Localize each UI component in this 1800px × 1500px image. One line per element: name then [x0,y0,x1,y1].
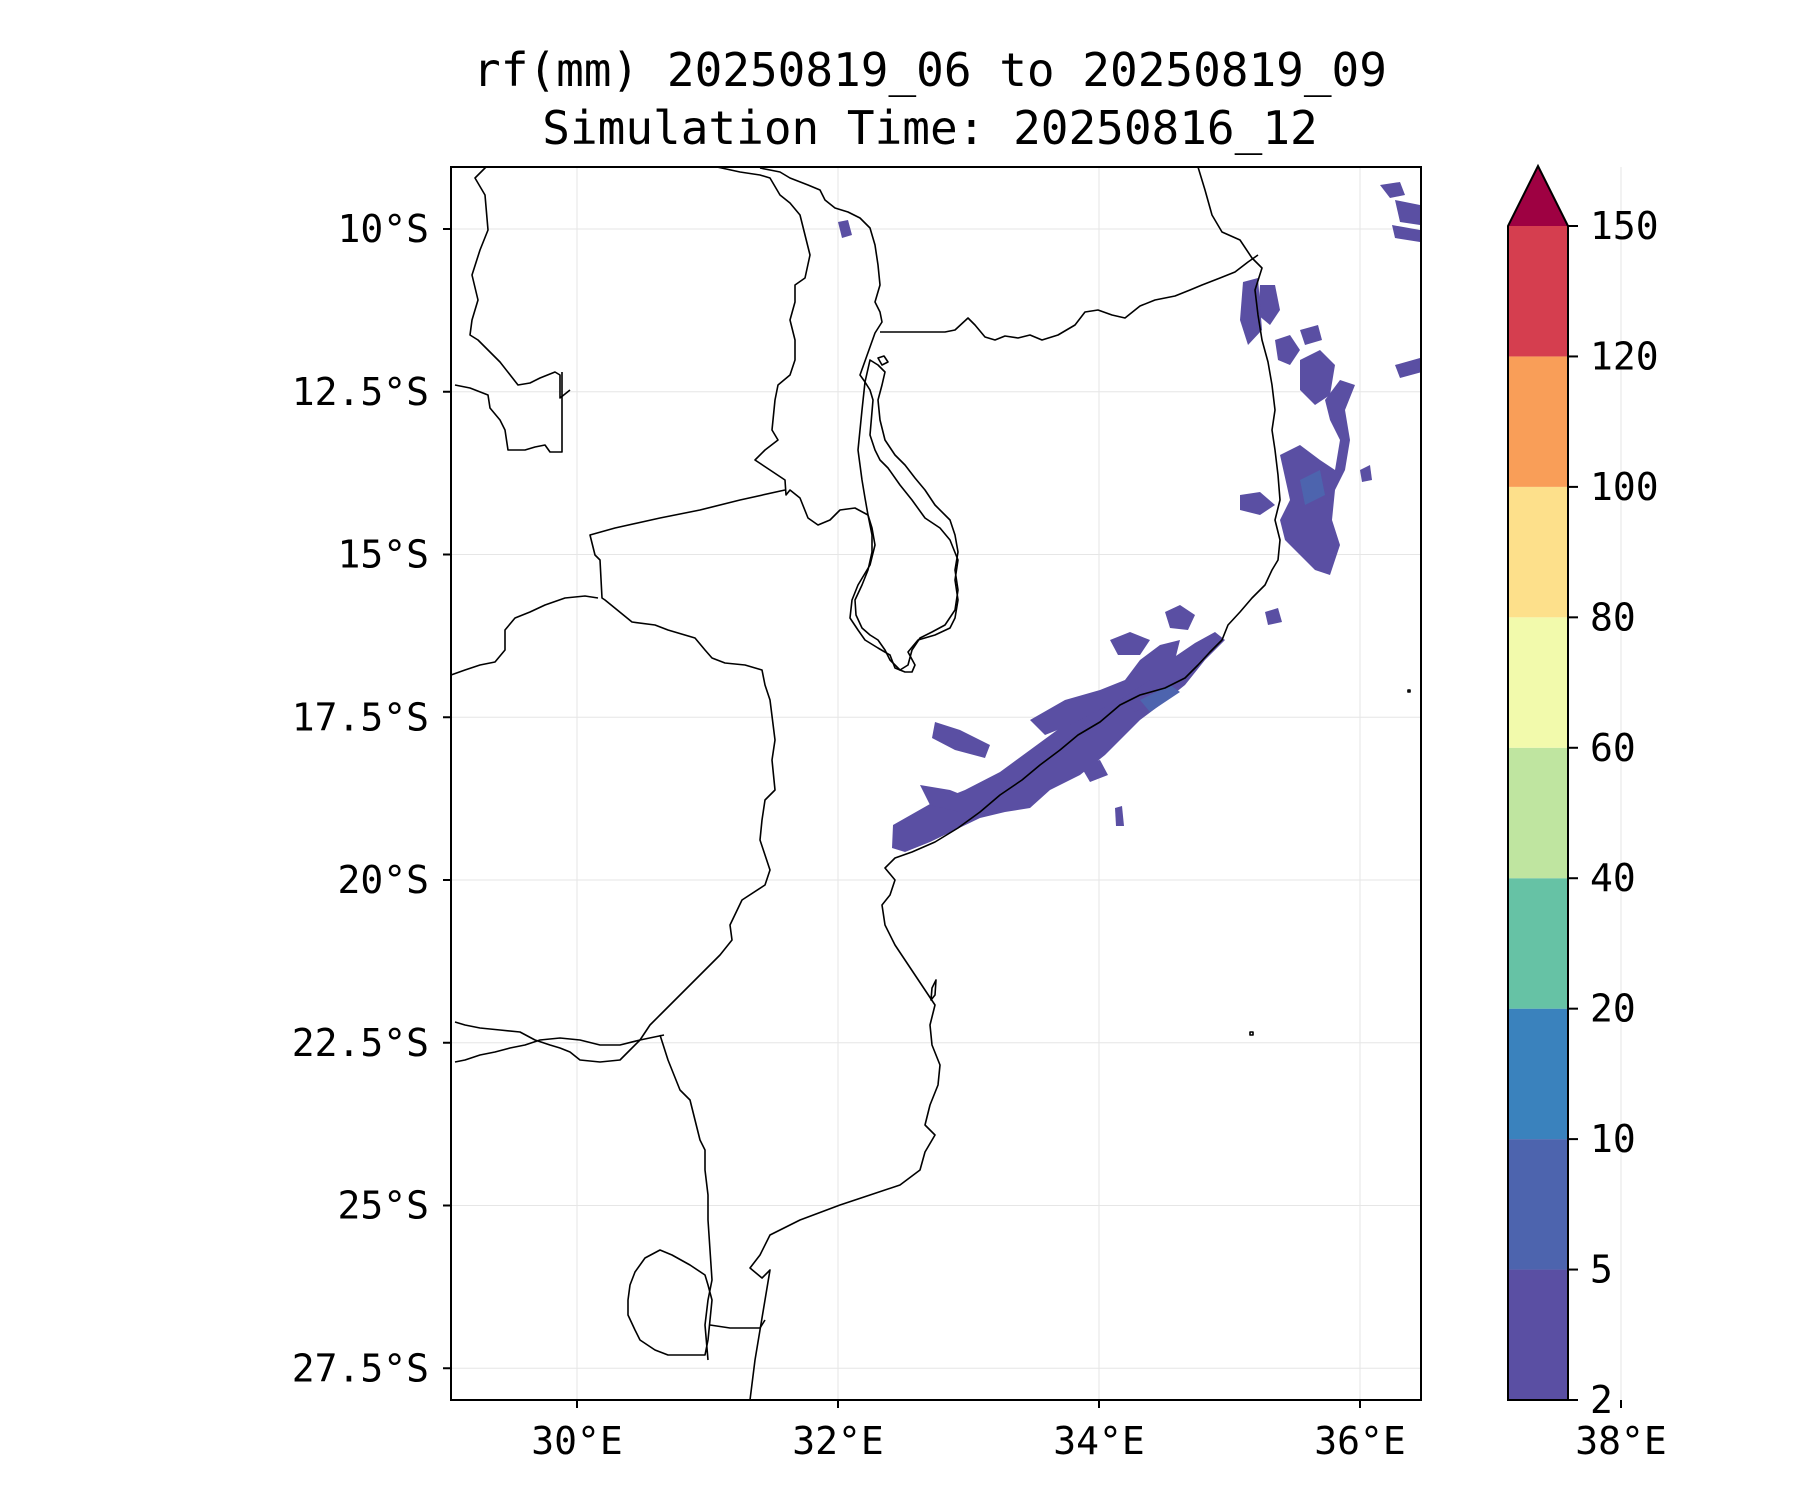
colorbar-tick-label: 10 [1590,1117,1636,1161]
rain-area-north-9 [1380,182,1405,198]
latitude-axis: 10°S 12.5°S 15°S 17.5°S 20°S 22.5°S 25°S 27.5°S [292,207,451,1390]
colorbar: 2 5 10 20 40 60 80 100 120 150 [1507,163,1659,1422]
lon-tick-label: 38°E [1575,1419,1667,1463]
rain-area-offshore-1 [1080,760,1108,782]
rain-area-north-2 [1300,350,1335,405]
lat-tick-label: 15°S [337,533,429,577]
rainfall-shading-10 [1140,470,1325,712]
rain-area-channel-coast [892,632,1225,852]
chart-title: rf(mm) 20250819_06 to 20250819_09 [473,43,1387,97]
rain-area-north-13 [1360,465,1372,482]
rain-area-inland-1 [1030,640,1180,735]
rain-area-north-5 [1240,278,1262,345]
rain-area-inland-5 [1165,605,1195,630]
lat-tick-label: 10°S [337,207,429,251]
rain-area-offshore-2 [1115,806,1124,826]
colorbar-tick-label: 100 [1590,465,1659,509]
bazaruto-island [930,979,937,1001]
colorbar-tick-label: 150 [1590,204,1659,248]
colorbar-segment [1508,1269,1568,1400]
eswatini-border [627,1249,713,1356]
lat-tick-label: 22.5°S [292,1021,429,1065]
border-6 [450,595,599,676]
lat-tick-label: 17.5°S [292,695,429,739]
colorbar-outline [1507,163,1569,1401]
rain-area-north-4 [1258,285,1280,325]
small-island-1 [877,355,889,366]
rain-area-offshore-3 [1265,608,1282,625]
colorbar-tick-label: 5 [1590,1248,1613,1292]
lat-tick-label: 25°S [337,1184,429,1228]
rain-area-north-11 [1392,225,1420,242]
border-2 [454,372,563,453]
map-area [450,166,1622,1401]
colorbar-tick-label: 120 [1590,334,1659,378]
coastline [749,166,1281,1401]
colorbar-tick-label: 80 [1590,595,1636,639]
colorbar-segment [1508,486,1568,618]
colorbar-segment [1508,747,1568,879]
gridlines [451,167,1622,1400]
small-island-3 [1407,689,1411,693]
rain-area-north-7 [1300,325,1322,345]
map-frame [450,166,1422,1401]
lon-tick-label: 32°E [792,1419,884,1463]
small-island-2 [1249,1031,1254,1036]
colorbar-segment [1508,1008,1568,1140]
rainfall-shading [838,182,1422,852]
rain-area-north-3 [1275,335,1300,365]
lon-tick-label: 30°E [531,1419,623,1463]
lake-malawi-outline [854,359,959,671]
rain-area-10-1 [1140,685,1180,712]
rain-area-inland-2 [932,722,990,758]
rain-area-10-2 [1300,470,1325,505]
colorbar-segment [1508,226,1568,357]
border-1 [469,166,571,399]
rain-area-north-6 [1240,492,1275,515]
colorbar-tick-label: 2 [1590,1378,1613,1422]
border-7 [659,1034,713,1361]
longitude-axis: 30°E32°E34°E36°E38°E40°E42°E [531,1400,1667,1463]
border-8 [454,1034,665,1063]
colorbar-tick-label: 40 [1590,856,1636,900]
border-9 [709,1319,766,1329]
colorbar-segment [1508,617,1568,748]
colorbar-segment [1508,356,1568,487]
lat-tick-label: 20°S [337,858,429,902]
colorbar-segment [1508,1139,1568,1270]
border-4 [880,254,1259,341]
map-background [451,167,1421,1400]
border-5 [454,489,786,1063]
chart-subtitle: Simulation Time: 20250816_12 [542,101,1318,155]
lat-tick-label: 12.5°S [292,370,429,414]
coastlines-and-borders [450,166,1411,1401]
colorbar-segment [1508,878,1568,1009]
rain-area-north-8 [1395,358,1422,378]
rain-area-inland-3 [920,785,975,812]
rain-area-north-10 [1395,200,1420,225]
rain-area-north-12 [838,220,852,238]
colorbar-tick-label: 60 [1590,726,1636,770]
colorbar-tick-label: 20 [1590,987,1636,1031]
lat-tick-label: 27.5°S [292,1346,429,1390]
lon-tick-label: 36°E [1314,1419,1406,1463]
lon-tick-label: 34°E [1053,1419,1145,1463]
rain-area-inland-4 [1110,632,1150,655]
colorbar-extend-arrow [1508,166,1568,226]
